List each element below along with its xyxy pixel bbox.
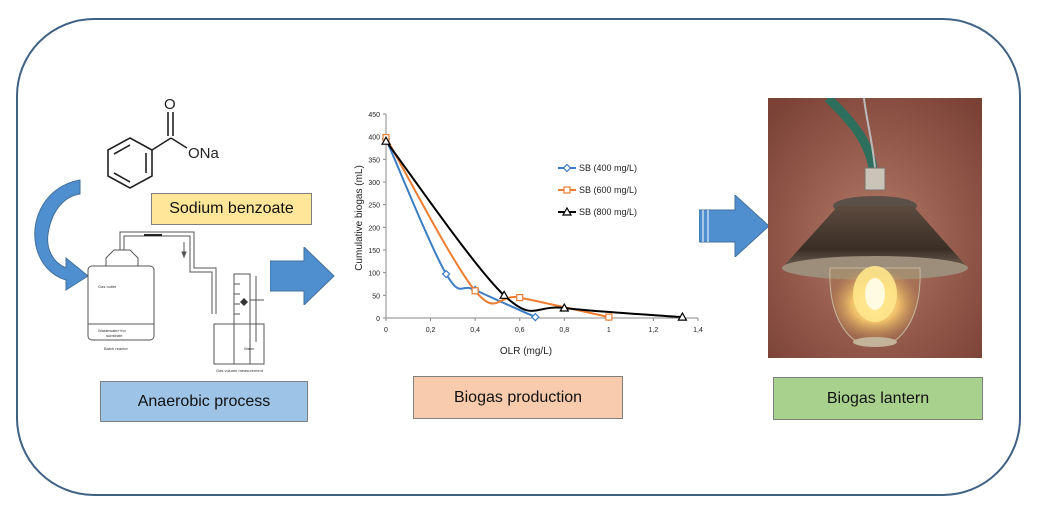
outer-frame: [16, 18, 1021, 496]
anaerobic-process-label: Anaerobic process: [100, 381, 308, 422]
series-line-sb-800-mg-l: [385, 140, 683, 319]
data-point-sb-800-mg-l: [499, 290, 510, 299]
data-point-sb-600-mg-l: [516, 294, 524, 302]
data-point-sb-400-mg-l: [441, 269, 451, 279]
batch-reactor-bottle: [87, 265, 155, 341]
data-point-sb-800-mg-l: [380, 135, 392, 145]
legend-marker-sb-400-mg-l: [562, 163, 572, 173]
batch-reactor-apparatus: Gas outlet Wastewater+no substrate Batch…: [87, 231, 265, 373]
ona-label: ONa: [188, 145, 220, 162]
biogas-lantern-label: Biogas lantern: [773, 377, 983, 420]
x-tick-label: 0,8: [559, 327, 569, 334]
arrow-right-icon: [270, 247, 335, 305]
biogas-lantern-photo: [768, 98, 982, 358]
data-point-sb-800-mg-l: [559, 302, 570, 312]
y-axis-label: Cumulative biogas (mL): [354, 165, 365, 271]
chart-legend: SB (400 mg/L) SB (600 mg/L) SB (800 mg/L): [558, 163, 637, 217]
substrate-label: substrate: [106, 333, 123, 338]
x-tick-label: 0,2: [426, 327, 436, 334]
bottle-neck: [105, 249, 139, 266]
curved-arrow-icon: [34, 179, 89, 291]
ring-carbon-bond: [151, 137, 172, 151]
biogas-chart: 0 50 100 150 200 250 300 350 400 450 0 0,2 0,4 0,6 0,…: [354, 112, 703, 357]
x-tick-label: 1: [607, 327, 611, 334]
sodium-benzoate-label: Sodium benzoate: [151, 193, 312, 225]
sodium-benzoate-structure: O ONa: [107, 96, 220, 189]
x-tick-label: 0,6: [515, 327, 525, 334]
water-label: Water: [244, 346, 255, 351]
series-line-sb-400-mg-l: [385, 138, 536, 319]
x-tick-label: 0,4: [470, 327, 480, 334]
data-point-sb-600-mg-l: [605, 313, 613, 321]
y-tick-label: 150: [368, 248, 380, 255]
x-tick-label: 0: [384, 327, 388, 334]
arrow-right-icon-2: [699, 195, 770, 257]
y-tick-label: 100: [368, 271, 380, 278]
data-point-sb-400-mg-l: [530, 312, 540, 322]
data-point-sb-800-mg-l: [677, 311, 688, 321]
x-axis-label: OLR (mg/L): [500, 346, 552, 357]
x-tick-label: 1,4: [693, 327, 703, 334]
y-tick-label: 50: [372, 293, 380, 300]
gas-outlet-label: Gas outlet: [98, 284, 117, 289]
gas-hose: [824, 98, 878, 169]
lantern-valve: [864, 167, 886, 191]
data-point-sb-600-mg-l: [471, 287, 479, 295]
oxygen-label: O: [164, 96, 176, 113]
legend-marker-sb-800-mg-l: [561, 206, 573, 216]
y-tick-label: 450: [368, 112, 380, 119]
measuring-cylinder: [233, 273, 251, 365]
gas-volume-label: Gas volume measurement: [216, 368, 264, 373]
batch-reactor-label: Batch reactor: [104, 346, 128, 351]
y-tick-label: 200: [368, 225, 380, 232]
legend-label-sb-600-mg-l: SB (600 mg/L): [579, 185, 637, 195]
legend-label-sb-400-mg-l: SB (400 mg/L): [579, 163, 637, 173]
biogas-production-label: Biogas production: [413, 376, 623, 419]
y-tick-label: 300: [368, 180, 380, 187]
legend-marker-sb-600-mg-l: [563, 186, 571, 194]
y-tick-label: 250: [368, 203, 380, 210]
y-tick-label: 350: [368, 157, 380, 164]
wastewater-label: Wastewater+no: [98, 328, 127, 333]
y-tick-label: 0: [376, 316, 380, 323]
series-line-sb-600-mg-l: [385, 137, 610, 319]
legend-label-sb-800-mg-l: SB (800 mg/L): [579, 207, 637, 217]
y-tick-label: 400: [368, 135, 380, 142]
x-tick-label: 1,2: [649, 327, 659, 334]
